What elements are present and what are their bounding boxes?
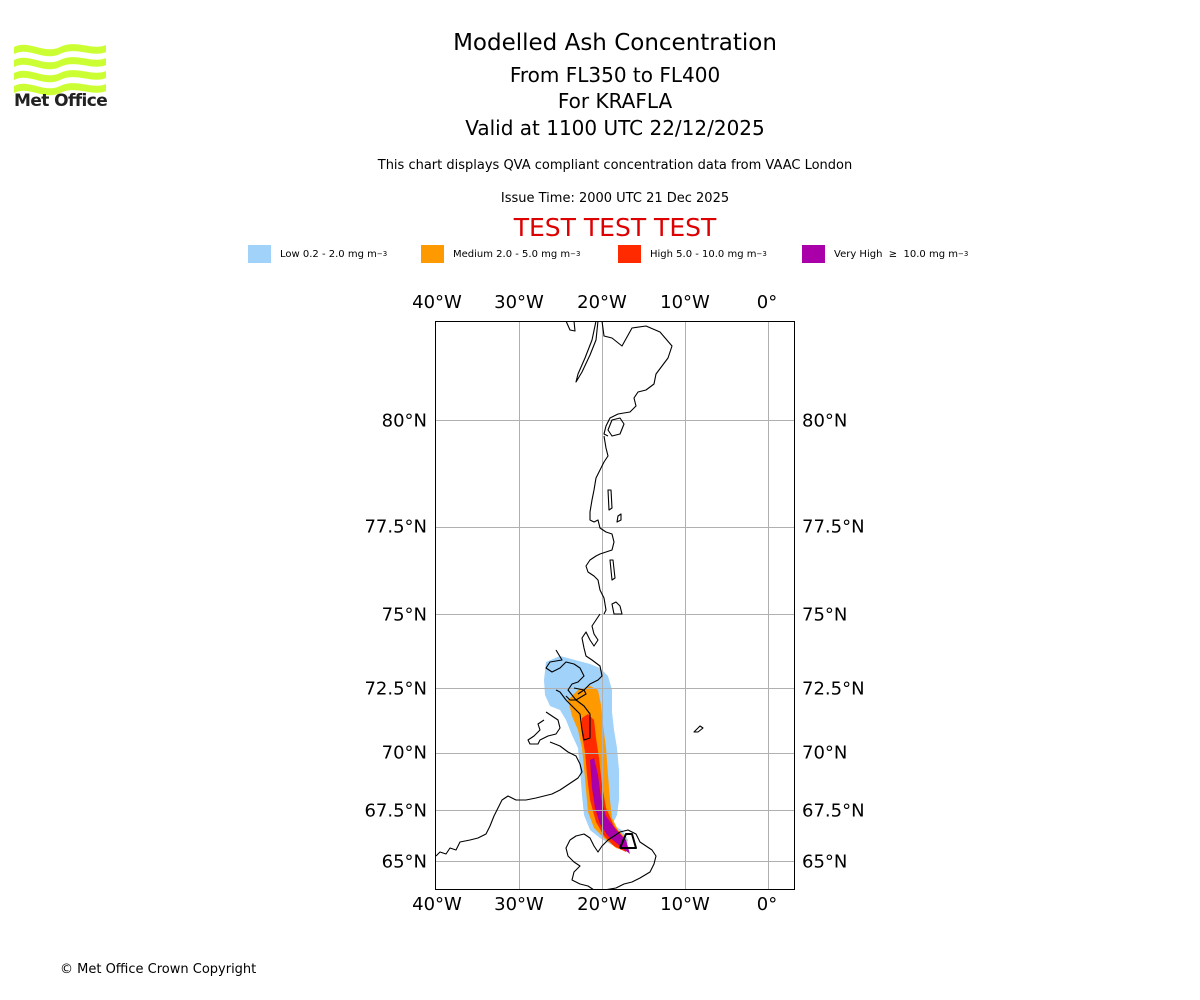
legend-item-medium: Medium 2.0 - 5.0 mg m −3 bbox=[421, 244, 580, 264]
flight-levels: From FL350 to FL400 bbox=[509, 63, 721, 87]
volcano-name: For KRAFLA bbox=[557, 89, 673, 113]
lon-tick-top: 10°W bbox=[660, 292, 710, 313]
coastline-svalbard bbox=[565, 321, 576, 332]
coastline-north-island bbox=[575, 321, 599, 383]
coastline-greenland-east-mid bbox=[577, 613, 603, 695]
lat-tick-left: 65°N bbox=[381, 851, 427, 873]
lon-tick-bottom: 20°W bbox=[577, 894, 627, 915]
coastline-islet bbox=[611, 601, 623, 615]
valid-time: Valid at 1100 UTC 22/12/2025 bbox=[465, 116, 765, 140]
issue-time: Issue Time: 2000 UTC 21 Dec 2025 bbox=[500, 191, 730, 206]
lon-tick-bottom: 10°W bbox=[660, 894, 710, 915]
lat-tick-right: 72.5°N bbox=[802, 678, 865, 700]
coastline-fjord bbox=[565, 687, 587, 701]
legend-swatch-high bbox=[618, 245, 641, 263]
legend-label: Low 0.2 - 2.0 mg m bbox=[280, 248, 377, 260]
chart-title: Modelled Ash Concentration bbox=[453, 30, 777, 56]
legend-item-very-high: Very High ≥ 10.0 mg m −3 bbox=[802, 244, 968, 264]
lat-tick-right: 80°N bbox=[802, 410, 848, 432]
legend-swatch-low bbox=[248, 245, 271, 263]
legend-label: High 5.0 - 10.0 mg m bbox=[650, 248, 757, 260]
legend-swatch-very-high bbox=[802, 245, 825, 263]
coastline-greenland-coast bbox=[435, 741, 583, 857]
lon-tick-top: 40°W bbox=[412, 292, 462, 313]
coastline-islet bbox=[616, 513, 622, 523]
lon-tick-top: 0° bbox=[756, 292, 778, 313]
lon-tick-bottom: 30°W bbox=[494, 894, 544, 915]
map-frame bbox=[435, 321, 795, 890]
lat-tick-left: 70°N bbox=[381, 742, 427, 764]
chart-subtitle: This chart displays QVA compliant concen… bbox=[377, 158, 853, 173]
ash-area-very-high bbox=[590, 758, 630, 854]
lat-tick-left: 67.5°N bbox=[364, 800, 427, 822]
lat-tick-right: 77.5°N bbox=[802, 516, 865, 538]
lat-tick-left: 72.5°N bbox=[364, 678, 427, 700]
lat-tick-right: 65°N bbox=[802, 851, 848, 873]
coastline-nordaustlandet bbox=[601, 321, 673, 437]
coastline-islet bbox=[607, 489, 613, 511]
lon-tick-bottom: 40°W bbox=[412, 894, 462, 915]
coastline-fjord bbox=[545, 649, 591, 741]
legend-label: Medium 2.0 - 5.0 mg m bbox=[453, 248, 571, 260]
lon-tick-top: 30°W bbox=[494, 292, 544, 313]
coastline-greenland-east bbox=[585, 435, 615, 615]
test-banner: TEST TEST TEST bbox=[513, 213, 717, 242]
coastline-islet bbox=[607, 417, 625, 437]
lat-tick-left: 75°N bbox=[381, 604, 427, 626]
ash-area-high bbox=[582, 714, 626, 852]
grid bbox=[435, 321, 795, 890]
copyright-notice: © Met Office Crown Copyright bbox=[60, 962, 257, 977]
logo-text: Met Office bbox=[14, 91, 108, 111]
krafla-marker bbox=[619, 833, 637, 849]
coastline-jan-mayen bbox=[693, 725, 704, 733]
lon-tick-bottom: 0° bbox=[756, 894, 778, 915]
lat-tick-right: 75°N bbox=[802, 604, 848, 626]
lat-tick-left: 77.5°N bbox=[364, 516, 427, 538]
met-office-logo bbox=[14, 44, 106, 96]
coastline-greenland-southeast bbox=[527, 711, 561, 745]
coastline-iceland bbox=[565, 829, 657, 890]
legend-swatch-medium bbox=[421, 245, 444, 263]
coastlines bbox=[435, 321, 704, 890]
legend-label: Very High ≥ 10.0 mg m bbox=[834, 248, 958, 260]
legend-item-low: Low 0.2 - 2.0 mg m −3 bbox=[248, 244, 387, 264]
lat-tick-left: 80°N bbox=[381, 410, 427, 432]
lon-tick-top: 20°W bbox=[577, 292, 627, 313]
coastline-islet bbox=[609, 559, 616, 581]
legend-item-high: High 5.0 - 10.0 mg m −3 bbox=[618, 244, 767, 264]
lat-tick-right: 70°N bbox=[802, 742, 848, 764]
lat-tick-right: 67.5°N bbox=[802, 800, 865, 822]
